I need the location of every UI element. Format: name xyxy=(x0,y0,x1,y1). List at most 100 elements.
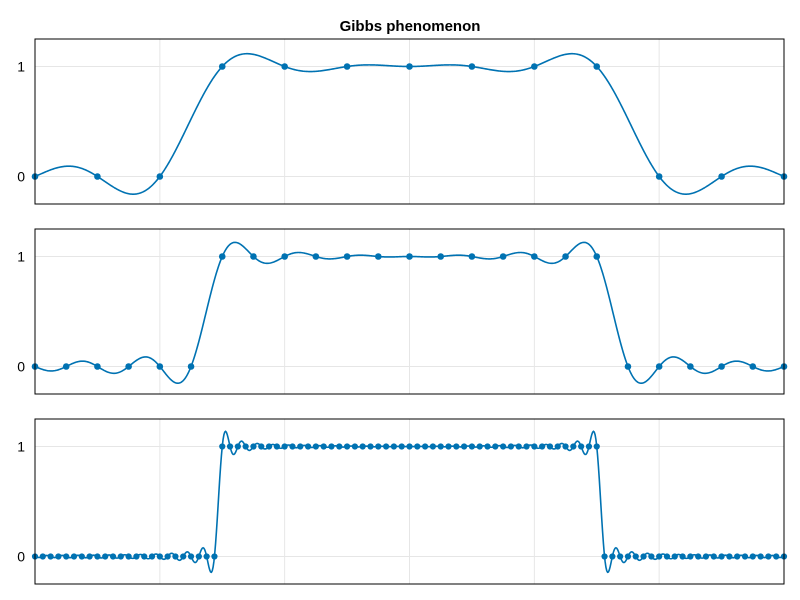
sample-point xyxy=(156,173,164,180)
sample-point xyxy=(406,63,413,70)
sample-point xyxy=(219,443,226,450)
sample-point xyxy=(648,553,655,560)
sample-point xyxy=(734,553,741,560)
sample-point xyxy=(601,553,608,560)
sample-point xyxy=(468,253,476,260)
sample-point xyxy=(375,443,382,450)
sample-point xyxy=(156,553,163,560)
sample-point xyxy=(156,363,164,370)
sample-point xyxy=(718,553,725,560)
sample-point xyxy=(437,443,444,450)
sample-point xyxy=(655,363,663,370)
sample-point xyxy=(429,443,437,450)
sample-point xyxy=(180,553,187,560)
sample-point xyxy=(102,553,109,560)
sample-point xyxy=(218,63,226,70)
sample-point xyxy=(70,553,78,560)
sample-point xyxy=(593,63,601,70)
sample-point xyxy=(468,63,476,70)
sample-point xyxy=(663,553,671,560)
sample-point xyxy=(39,553,46,560)
sample-point xyxy=(484,443,491,450)
sample-point xyxy=(312,253,320,260)
sample-point xyxy=(741,553,749,560)
sample-point xyxy=(187,363,195,370)
y-tick-label: 1 xyxy=(17,439,25,455)
sample-point xyxy=(687,553,694,560)
sample-point xyxy=(172,553,179,560)
sample-point xyxy=(312,443,319,450)
sample-point xyxy=(211,553,218,560)
sample-point xyxy=(453,443,460,450)
sample-point xyxy=(133,553,140,560)
sample-point xyxy=(258,443,265,450)
sample-point xyxy=(585,443,593,450)
panel-n96: 01 xyxy=(17,418,788,585)
sample-point xyxy=(656,553,663,560)
sample-point xyxy=(281,253,288,260)
sample-point xyxy=(695,553,702,560)
sample-point xyxy=(578,443,585,450)
sample-point xyxy=(773,553,780,560)
y-tick-label: 1 xyxy=(17,59,25,75)
sample-point xyxy=(718,173,725,180)
sample-point xyxy=(609,553,616,560)
sample-point xyxy=(297,443,304,450)
sample-point xyxy=(304,443,312,450)
sample-point xyxy=(655,173,663,180)
y-tick-label: 0 xyxy=(17,169,25,185)
sample-point xyxy=(390,443,397,450)
sample-point xyxy=(94,553,101,560)
sample-point xyxy=(226,443,234,450)
sample-point xyxy=(281,63,288,70)
sample-point xyxy=(343,253,351,260)
sample-point xyxy=(125,553,132,560)
sample-point xyxy=(47,553,54,560)
axes-frame xyxy=(34,228,785,395)
sample-point xyxy=(63,553,70,560)
sample-point xyxy=(265,443,273,450)
sample-point xyxy=(500,443,507,450)
sample-point xyxy=(109,553,117,560)
sample-point xyxy=(554,443,561,450)
sample-point xyxy=(546,443,554,450)
sample-point xyxy=(531,253,538,260)
sample-point xyxy=(343,443,351,450)
sample-point xyxy=(78,553,85,560)
sample-point xyxy=(273,443,280,450)
sample-point xyxy=(359,443,366,450)
sample-point xyxy=(593,253,601,260)
sample-point xyxy=(320,443,327,450)
sample-point xyxy=(476,443,483,450)
sample-point xyxy=(164,553,171,560)
sample-point xyxy=(531,63,538,70)
sample-point xyxy=(562,443,569,450)
sample-point xyxy=(125,363,132,370)
sample-point xyxy=(422,443,429,450)
sample-point xyxy=(218,253,226,260)
sample-point xyxy=(624,553,632,560)
sample-point xyxy=(507,443,515,450)
sample-point xyxy=(336,443,343,450)
sample-point xyxy=(765,553,772,560)
sample-point xyxy=(539,443,546,450)
sample-point xyxy=(328,443,335,450)
sample-point xyxy=(749,553,756,560)
sample-point xyxy=(242,443,249,450)
panel-n12: 01 xyxy=(17,38,788,205)
y-tick-label: 0 xyxy=(17,359,25,375)
sample-point xyxy=(94,363,101,370)
sample-point xyxy=(117,553,124,560)
sample-point xyxy=(671,553,678,560)
sample-point xyxy=(250,253,257,260)
sample-point xyxy=(55,553,62,560)
sample-point xyxy=(351,443,358,450)
sample-point xyxy=(570,443,577,450)
sample-point xyxy=(94,173,101,180)
sample-point xyxy=(195,553,202,560)
sample-point xyxy=(187,553,195,560)
sample-point xyxy=(281,443,288,450)
sample-point xyxy=(531,443,538,450)
sample-point xyxy=(499,253,507,260)
